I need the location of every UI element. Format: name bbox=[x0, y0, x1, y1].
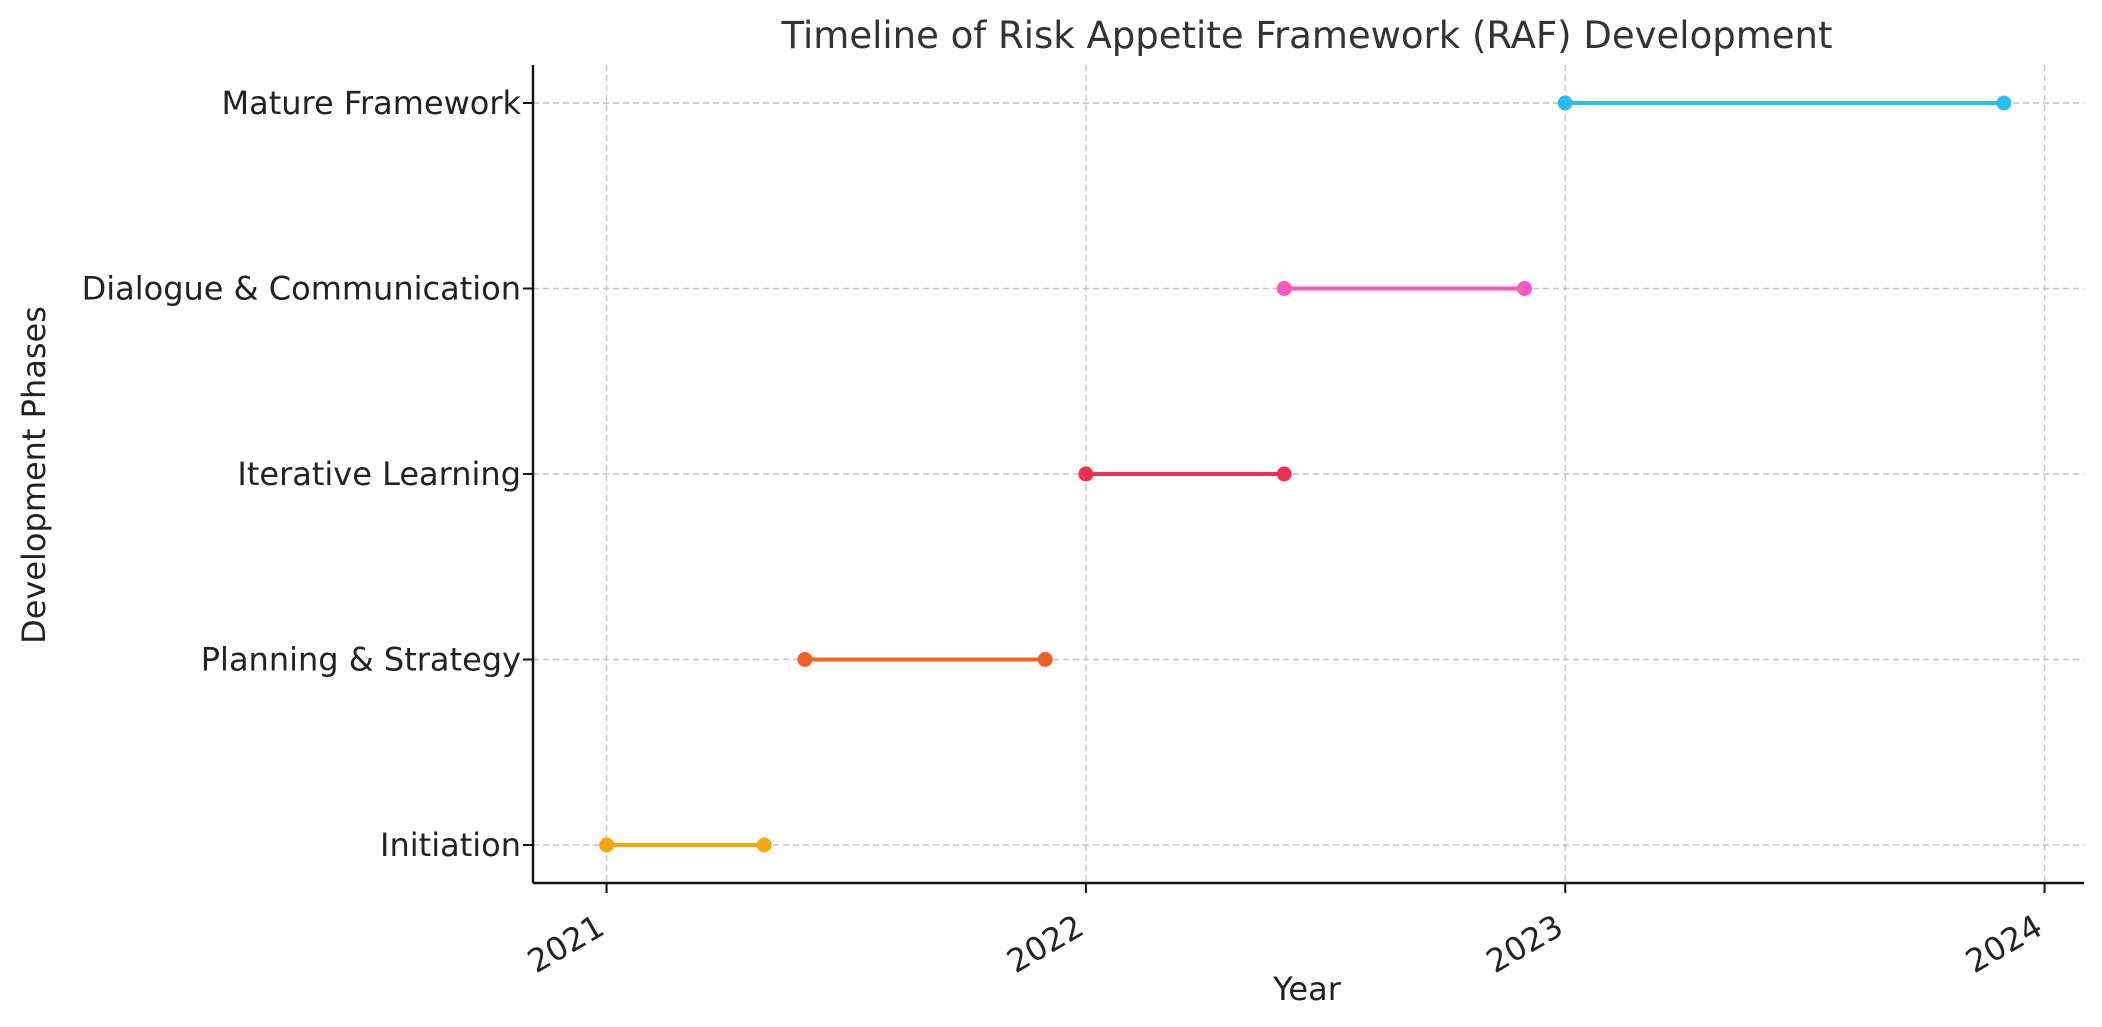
y-tick-label: Mature Framework bbox=[222, 84, 522, 122]
phase-start-point bbox=[1276, 281, 1292, 296]
series-group bbox=[599, 95, 2012, 853]
phase-series bbox=[1078, 466, 1292, 482]
y-tick-label: Planning & Strategy bbox=[201, 641, 521, 679]
phase-start-point bbox=[599, 837, 615, 853]
x-axis-label: Year bbox=[1272, 970, 1342, 1008]
x-tick-label: 2023 bbox=[1480, 907, 1570, 981]
y-axis-label: Development Phases bbox=[15, 306, 53, 644]
phase-series bbox=[1557, 95, 2012, 111]
axis-ticks bbox=[523, 102, 2046, 893]
x-tick-label: 2022 bbox=[1000, 907, 1090, 981]
phase-end-point bbox=[1517, 281, 1533, 296]
phase-end-point bbox=[1037, 652, 1053, 667]
phase-start-point bbox=[797, 652, 813, 667]
x-tick-label: 2021 bbox=[521, 907, 611, 981]
chart-title: Timeline of Risk Appetite Framework (RAF… bbox=[781, 14, 1833, 57]
phase-series bbox=[599, 837, 772, 853]
grid-lines bbox=[533, 65, 2084, 883]
phase-series bbox=[1276, 281, 1533, 296]
phase-end-point bbox=[1276, 466, 1292, 482]
phase-series bbox=[797, 652, 1053, 667]
phase-end-point bbox=[1996, 95, 2012, 111]
phase-start-point bbox=[1557, 95, 1573, 111]
y-tick-label: Iterative Learning bbox=[237, 455, 521, 493]
phase-start-point bbox=[1078, 466, 1094, 482]
phase-end-point bbox=[756, 837, 772, 853]
x-tick-label: 2024 bbox=[1959, 907, 2049, 981]
y-tick-label: Dialogue & Communication bbox=[82, 270, 521, 308]
y-tick-label: Initiation bbox=[380, 826, 521, 864]
